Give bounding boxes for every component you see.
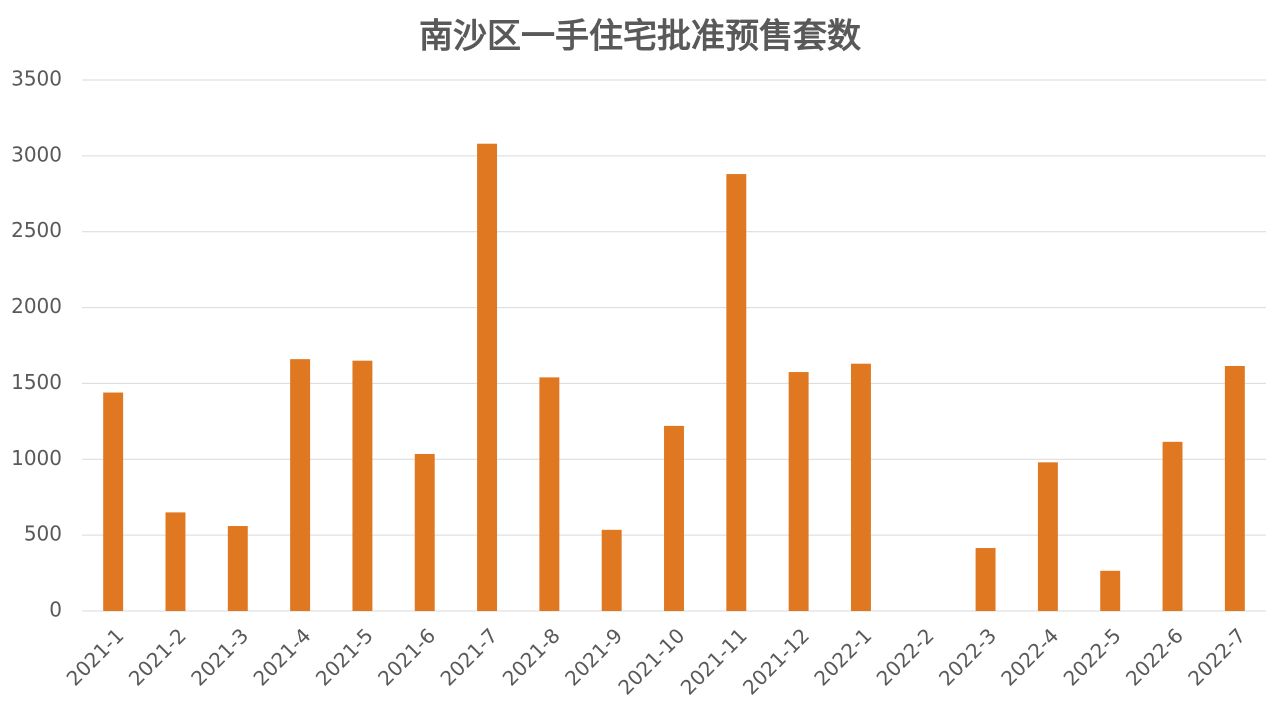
bar <box>1224 365 1245 611</box>
bar <box>352 360 373 611</box>
y-tick-label: 2000 <box>11 294 62 318</box>
x-tick-label: 2021-3 <box>186 623 253 690</box>
x-tick-label: 2022-3 <box>934 623 1001 690</box>
bar <box>726 174 747 611</box>
x-tick-label: 2021-12 <box>738 623 814 699</box>
x-tick-label: 2022-4 <box>996 623 1063 690</box>
x-tick-label: 2021-11 <box>676 623 752 699</box>
bar <box>227 526 248 611</box>
x-tick-label: 2022-7 <box>1183 623 1250 690</box>
bar <box>165 512 186 611</box>
y-tick-label: 3500 <box>11 67 62 91</box>
x-tick-label: 2022-2 <box>872 623 939 690</box>
bar <box>103 392 124 611</box>
y-tick-label: 500 <box>24 522 62 546</box>
bar <box>788 372 809 611</box>
bar <box>414 453 435 611</box>
x-tick-label: 2021-7 <box>435 623 502 690</box>
x-tick-label: 2021-1 <box>62 623 129 690</box>
x-tick-label: 2021-10 <box>613 623 689 699</box>
y-tick-label: 2500 <box>11 218 62 242</box>
x-tick-label: 2021-6 <box>373 623 440 690</box>
bar <box>850 363 871 611</box>
bar <box>290 359 311 611</box>
x-tick-label: 2021-4 <box>248 623 315 690</box>
bar <box>664 425 684 611</box>
x-tick-label: 2021-5 <box>311 623 378 690</box>
y-tick-label: 0 <box>49 598 62 622</box>
x-tick-label: 2021-8 <box>498 623 565 690</box>
y-tick-label: 1000 <box>11 446 62 470</box>
bar <box>975 548 996 611</box>
x-tick-label: 2022-1 <box>809 623 876 690</box>
x-tick-label: 2021-2 <box>124 623 191 690</box>
bar <box>1100 570 1121 611</box>
chart-title: 南沙区一手住宅批准预售套数 <box>419 17 861 57</box>
bar <box>601 529 622 611</box>
bar <box>477 143 498 611</box>
x-tick-label: 2022-5 <box>1059 623 1126 690</box>
x-tick-label: 2022-6 <box>1121 623 1188 690</box>
bar <box>1162 441 1183 611</box>
y-tick-label: 1500 <box>11 370 62 394</box>
bar <box>1037 462 1058 611</box>
bar <box>539 377 560 611</box>
y-tick-label: 3000 <box>11 142 62 166</box>
